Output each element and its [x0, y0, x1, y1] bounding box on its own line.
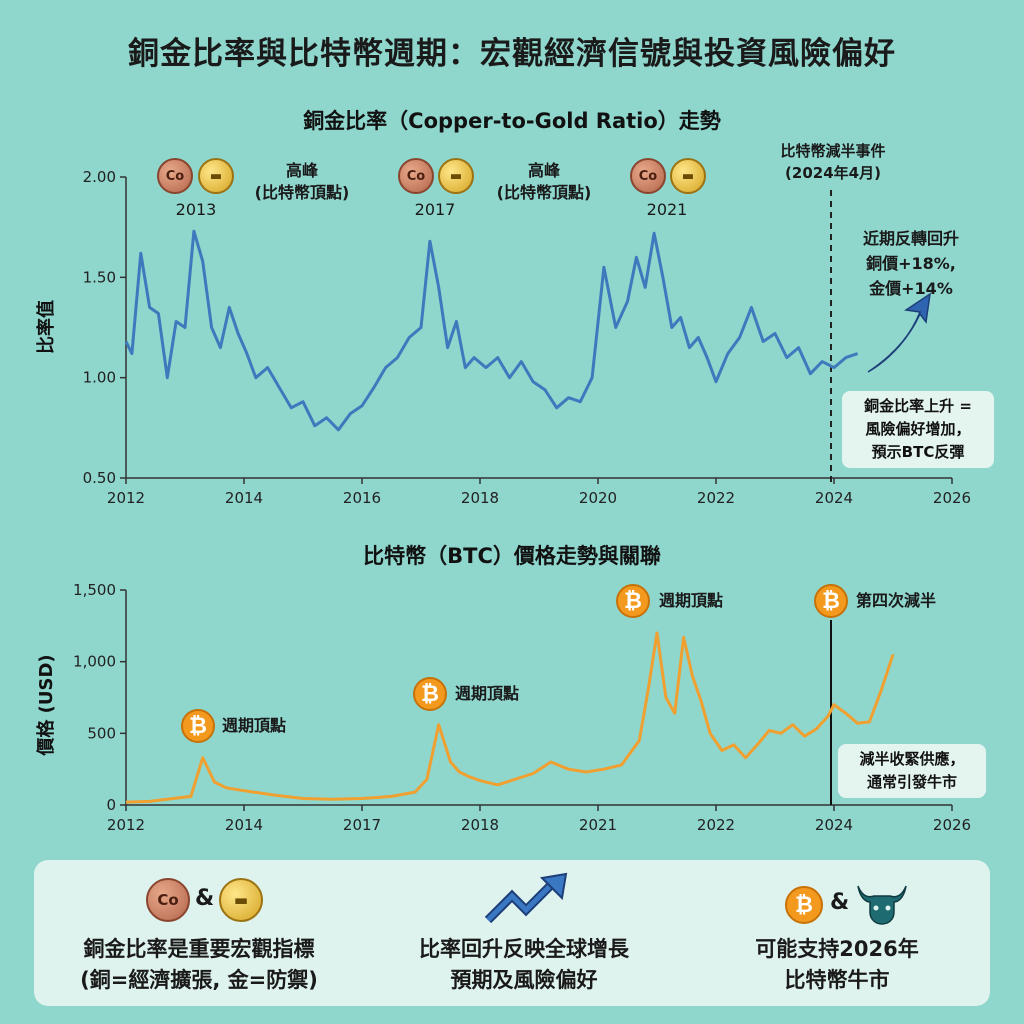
x-tick-label: 2026	[933, 816, 971, 834]
bitcoin-icon: ₿	[413, 677, 447, 711]
rebound-arrow-icon	[867, 292, 931, 373]
btc-price-line	[125, 631, 895, 804]
summary-panel: Co & ▬ 銅金比率是重要宏觀指標 (銅=經濟擴張, 金=防禦) 比率回升反映…	[34, 860, 990, 1006]
peak-label-2013: 高峰 (比特幣頂點)	[254, 161, 350, 202]
bitcoin-icon: ₿	[785, 886, 823, 924]
summary-text-1: 銅金比率是重要宏觀指標 (銅=經濟擴張, 金=防禦)	[80, 937, 318, 992]
cycle-peak-label-3: 週期頂點	[659, 591, 724, 610]
peak-label-2017: 高峰 (比特幣頂點)	[496, 161, 592, 202]
x-tick-label: 2021	[579, 816, 617, 834]
y-tick-label: 1.00	[83, 369, 116, 387]
y-tick-label: 1.50	[83, 268, 116, 286]
x-tick-label: 2026	[933, 489, 971, 507]
btc-price-chart: 比特幣（BTC）價格走勢與關聯 價格 (USD) 2012 2014 2017 201…	[35, 544, 971, 834]
chart1-ylabel: 比率值	[35, 300, 57, 354]
rebound-label: 近期反轉回升 銅價+18%, 金價+14%	[862, 229, 959, 298]
peak-year-2017: 2017	[414, 200, 456, 219]
peak-year-2021: 2021	[646, 200, 688, 219]
peak-year-2013: 2013	[175, 200, 217, 219]
cycle-peak-label-2: 週期頂點	[455, 684, 520, 703]
gold-coin-icon: ▬	[198, 158, 234, 194]
bitcoin-icon: ₿	[616, 584, 650, 618]
gold-coin-icon: ▬	[670, 158, 706, 194]
copper-coin-icon: Co	[157, 158, 193, 194]
rising-trend-arrow-icon	[484, 872, 568, 924]
copper-gold-ratio-line	[124, 229, 859, 432]
x-tick-label: 2014	[225, 489, 263, 507]
copper-coin-icon: Co	[630, 158, 666, 194]
ratio-note-box: 銅金比率上升 = 風險偏好增加， 預示BTC反彈	[842, 391, 994, 468]
summary-text-2: 比率回升反映全球增長 預期及風險偏好	[419, 937, 629, 992]
summary-growth-expectation: 比率回升反映全球增長 預期及風險偏好	[364, 860, 684, 1006]
y-tick-label: 1,500	[73, 581, 116, 599]
x-tick-label: 2024	[815, 489, 853, 507]
halving-note-box: 減半收緊供應， 通常引發牛市	[838, 744, 986, 798]
x-tick-label: 2020	[579, 489, 617, 507]
x-tick-label: 2017	[343, 816, 381, 834]
fourth-halving-label: 第四次減半	[856, 591, 937, 610]
x-tick-label: 2024	[815, 816, 853, 834]
chart2-ylabel: 價格 (USD)	[35, 654, 57, 756]
copper-gold-chart: 銅金比率（Copper-to-Gold Ratio）走勢 比率值 2012 201…	[35, 109, 971, 507]
x-tick-label: 2018	[461, 816, 499, 834]
summary-bull-market: ₿ & 可能支持2026年 比特幣牛市	[684, 860, 990, 1006]
bitcoin-icon: ₿	[814, 584, 848, 618]
copper-coin-icon: Co	[398, 158, 434, 194]
x-tick-label: 2016	[343, 489, 381, 507]
ampersand: &	[195, 886, 215, 911]
chart2-title: 比特幣（BTC）價格走勢與關聯	[363, 544, 661, 568]
copper-coin-icon: Co	[146, 878, 190, 922]
y-tick-label: 500	[87, 724, 116, 742]
chart1-title: 銅金比率（Copper-to-Gold Ratio）走勢	[303, 109, 721, 133]
halving-event-label: 比特幣減半事件 (2024年4月)	[780, 142, 886, 182]
x-tick-label: 2022	[697, 816, 735, 834]
gold-coin-icon: ▬	[219, 878, 263, 922]
y-tick-label: 2.00	[83, 168, 116, 186]
x-tick-label: 2012	[107, 489, 145, 507]
x-tick-label: 2022	[697, 489, 735, 507]
x-tick-label: 2018	[461, 489, 499, 507]
ampersand: &	[830, 890, 850, 915]
gold-coin-icon: ▬	[438, 158, 474, 194]
summary-macro-indicator: Co & ▬ 銅金比率是重要宏觀指標 (銅=經濟擴張, 金=防禦)	[34, 860, 364, 1006]
x-tick-label: 2012	[107, 816, 145, 834]
bitcoin-icon: ₿	[181, 709, 215, 743]
bull-icon	[857, 885, 907, 925]
y-tick-label: 1,000	[73, 653, 116, 671]
x-tick-label: 2014	[225, 816, 263, 834]
cycle-peak-label-1: 週期頂點	[222, 716, 287, 735]
y-tick-label: 0	[106, 796, 116, 814]
y-tick-label: 0.50	[83, 469, 116, 487]
main-title: 銅金比率與比特幣週期：宏觀經濟信號與投資風險偏好	[128, 36, 896, 72]
summary-text-3: 可能支持2026年 比特幣牛市	[755, 937, 919, 992]
